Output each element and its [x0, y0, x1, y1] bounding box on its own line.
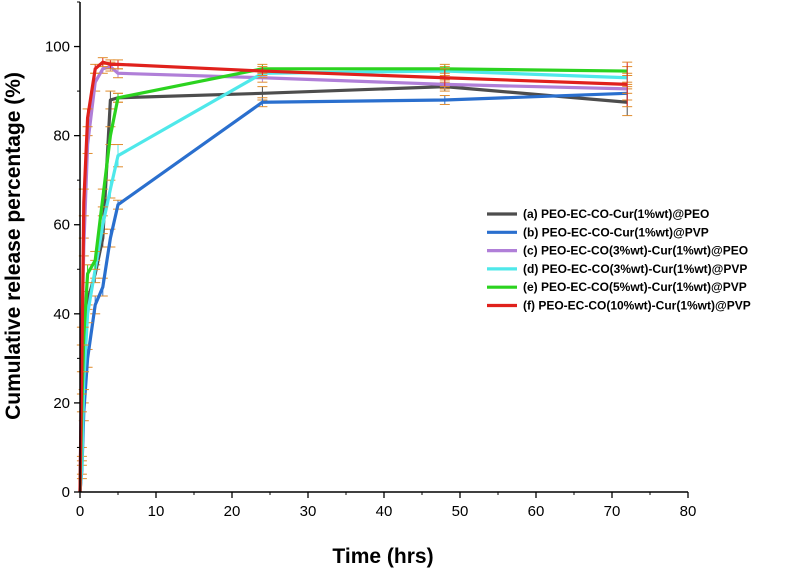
legend-label: (c) PEO-EC-CO(3%wt)-Cur(1%wt)@PEO [523, 244, 748, 258]
x-tick-label: 70 [604, 503, 621, 520]
y-tick-label: 20 [53, 395, 70, 412]
x-tick-label: 20 [224, 503, 241, 520]
y-tick-label: 100 [45, 39, 70, 56]
legend-label: (d) PEO-EC-CO(3%wt)-Cur(1%wt)@PVP [523, 262, 747, 276]
x-tick-label: 80 [680, 503, 697, 520]
series-2 [76, 61, 633, 493]
x-tick-label: 60 [528, 503, 545, 520]
x-axis-title: Time (hrs) [332, 545, 433, 568]
legend: (a) PEO-EC-CO-Cur(1%wt)@PEO (b) PEO-EC-CO… [487, 207, 751, 313]
y-tick-label: 80 [53, 128, 70, 145]
y-tick-label: 60 [53, 217, 70, 234]
series-4 [76, 63, 633, 493]
series-line [78, 60, 628, 493]
legend-label: (e) PEO-EC-CO(5%wt)-Cur(1%wt)@PVP [523, 280, 747, 294]
series-5 [76, 57, 633, 493]
legend-label: (f) PEO-EC-CO(10%wt)-Cur(1%wt)@PVP [523, 299, 751, 313]
axes: 0 10 20 30 40 50 60 70 80 0 20 40 60 80 100 [45, 1, 697, 520]
x-tick-label: 0 [76, 503, 84, 520]
x-tick-label: 40 [376, 503, 393, 520]
y-axis-title: Cumulative release percentage (%) [2, 72, 25, 420]
legend-label: (a) PEO-EC-CO-Cur(1%wt)@PEO [523, 207, 709, 221]
y-tick-label: 40 [53, 306, 70, 323]
x-tick-label: 50 [452, 503, 469, 520]
x-tick-label: 10 [148, 503, 165, 520]
plot-area [76, 57, 633, 493]
x-tick-label: 30 [300, 503, 317, 520]
legend-label: (b) PEO-EC-CO-Cur(1%wt)@PVP [523, 225, 709, 239]
y-tick-label: 0 [62, 484, 70, 501]
